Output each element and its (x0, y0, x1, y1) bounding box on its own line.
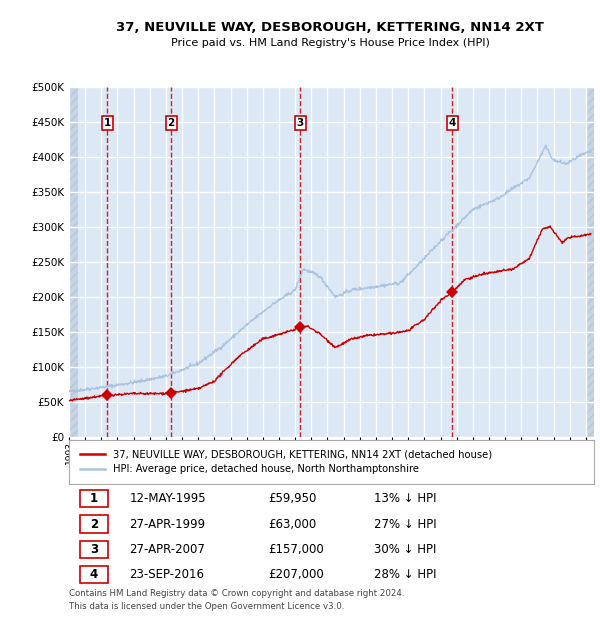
Text: 4: 4 (449, 118, 456, 128)
Text: £63,000: £63,000 (269, 518, 317, 531)
Text: 1: 1 (103, 118, 111, 128)
Bar (79, 541, 109, 558)
Text: £157,000: £157,000 (269, 542, 324, 556)
Text: 2: 2 (167, 118, 175, 128)
Text: 2: 2 (90, 518, 98, 531)
Text: Contains HM Land Registry data © Crown copyright and database right 2024.
This d: Contains HM Land Registry data © Crown c… (69, 589, 404, 611)
Text: 3: 3 (90, 542, 98, 556)
Text: 27% ↓ HPI: 27% ↓ HPI (373, 518, 436, 531)
Text: 1: 1 (90, 492, 98, 505)
Text: 12-MAY-1995: 12-MAY-1995 (130, 492, 206, 505)
Bar (79, 490, 109, 507)
Bar (69, 87, 78, 437)
Text: 13% ↓ HPI: 13% ↓ HPI (373, 492, 436, 505)
Text: Price paid vs. HM Land Registry's House Price Index (HPI): Price paid vs. HM Land Registry's House … (170, 38, 490, 48)
Text: 37, NEUVILLE WAY, DESBOROUGH, KETTERING, NN14 2XT: 37, NEUVILLE WAY, DESBOROUGH, KETTERING,… (116, 22, 544, 34)
Bar (587, 87, 594, 437)
Text: £207,000: £207,000 (269, 568, 324, 581)
Bar (79, 566, 109, 583)
Text: 3: 3 (296, 118, 304, 128)
Text: 27-APR-1999: 27-APR-1999 (130, 518, 205, 531)
Text: 30% ↓ HPI: 30% ↓ HPI (373, 542, 436, 556)
Text: £59,950: £59,950 (269, 492, 317, 505)
Text: 28% ↓ HPI: 28% ↓ HPI (373, 568, 436, 581)
Bar (79, 515, 109, 533)
Text: 27-APR-2007: 27-APR-2007 (130, 542, 205, 556)
Text: 23-SEP-2016: 23-SEP-2016 (130, 568, 205, 581)
Text: 4: 4 (90, 568, 98, 581)
Legend: 37, NEUVILLE WAY, DESBOROUGH, KETTERING, NN14 2XT (detached house), HPI: Average: 37, NEUVILLE WAY, DESBOROUGH, KETTERING,… (76, 445, 496, 479)
